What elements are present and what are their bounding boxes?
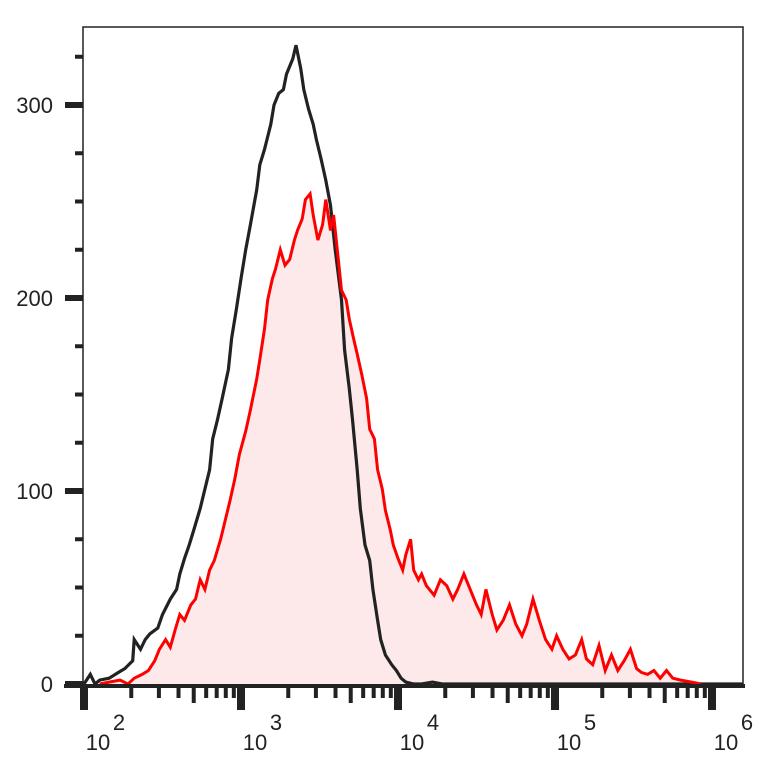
x-tick-base: 10 xyxy=(86,730,110,755)
x-tick-base: 10 xyxy=(243,730,267,755)
x-minor-tick xyxy=(537,686,542,698)
x-minor-tick xyxy=(518,686,523,698)
x-minor-tick xyxy=(675,686,680,698)
y-major-tick xyxy=(65,295,83,301)
x-minor-tick xyxy=(286,686,291,698)
x-major-tick xyxy=(80,686,88,710)
x-minor-tick xyxy=(176,686,181,698)
y-tick-label: 300 xyxy=(16,93,53,118)
x-minor-tick xyxy=(204,686,209,698)
x-tick-label: 106 xyxy=(714,710,753,755)
x-minor-tick xyxy=(662,686,667,703)
x-tick-exponent: 6 xyxy=(741,710,753,735)
x-minor-tick xyxy=(627,686,632,698)
x-minor-tick xyxy=(545,686,550,698)
x-tick-label: 104 xyxy=(400,710,439,755)
y-minor-tick xyxy=(75,585,83,590)
x-tick-exponent: 3 xyxy=(270,710,282,735)
y-minor-tick xyxy=(75,151,83,156)
x-minor-tick xyxy=(231,686,236,698)
y-tick-label: 200 xyxy=(16,286,53,311)
x-minor-tick xyxy=(313,686,318,698)
series-line-layer xyxy=(82,44,744,687)
x-tick-base: 10 xyxy=(557,730,581,755)
x-major-tick xyxy=(551,686,559,710)
series-line-sample xyxy=(99,190,702,686)
x-minor-tick xyxy=(694,686,699,698)
x-minor-tick xyxy=(380,686,385,698)
x-tick-exponent: 4 xyxy=(427,710,439,735)
y-minor-tick xyxy=(75,54,83,59)
x-minor-tick xyxy=(129,686,134,698)
x-minor-tick xyxy=(647,686,652,698)
x-minor-tick xyxy=(388,686,393,698)
x-minor-tick xyxy=(214,686,219,698)
y-major-tick xyxy=(65,102,83,108)
x-minor-tick xyxy=(371,686,376,698)
x-tick-base: 10 xyxy=(400,730,424,755)
y-tick-label: 100 xyxy=(16,479,53,504)
y-minor-tick xyxy=(75,344,83,349)
x-minor-tick xyxy=(361,686,366,698)
x-minor-tick xyxy=(528,686,533,698)
y-minor-tick xyxy=(75,440,83,445)
x-major-tick xyxy=(394,686,402,710)
y-major-tick xyxy=(65,681,83,687)
series-fill-layer xyxy=(99,193,701,685)
y-minor-tick xyxy=(75,392,83,397)
x-major-tick xyxy=(237,686,245,710)
x-minor-tick xyxy=(702,686,707,698)
x-major-tick xyxy=(708,686,716,710)
y-minor-tick xyxy=(75,537,83,542)
x-tick-exponent: 2 xyxy=(113,710,125,735)
x-tick-base: 10 xyxy=(714,730,738,755)
y-minor-tick xyxy=(75,199,83,204)
x-minor-tick xyxy=(685,686,690,698)
x-tick-label: 105 xyxy=(557,710,596,755)
x-minor-tick xyxy=(191,686,196,703)
x-minor-tick xyxy=(505,686,510,703)
x-minor-tick xyxy=(348,686,353,703)
x-minor-tick xyxy=(223,686,228,698)
y-tick-label: 0 xyxy=(41,672,53,697)
x-minor-tick xyxy=(443,686,448,698)
y-major-tick xyxy=(65,488,83,494)
series-line-control xyxy=(82,44,744,687)
x-tick-label: 102 xyxy=(86,710,125,755)
x-minor-tick xyxy=(156,686,161,698)
x-tick-exponent: 5 xyxy=(584,710,596,735)
x-minor-tick xyxy=(333,686,338,698)
x-minor-tick xyxy=(490,686,495,698)
x-minor-tick xyxy=(470,686,475,698)
x-tick-label: 103 xyxy=(243,710,282,755)
y-minor-tick xyxy=(75,633,83,638)
x-minor-tick xyxy=(600,686,605,698)
series-fill-sample xyxy=(99,193,701,685)
y-axis: 0 100 200 300 xyxy=(16,54,83,697)
y-minor-tick xyxy=(75,247,83,252)
